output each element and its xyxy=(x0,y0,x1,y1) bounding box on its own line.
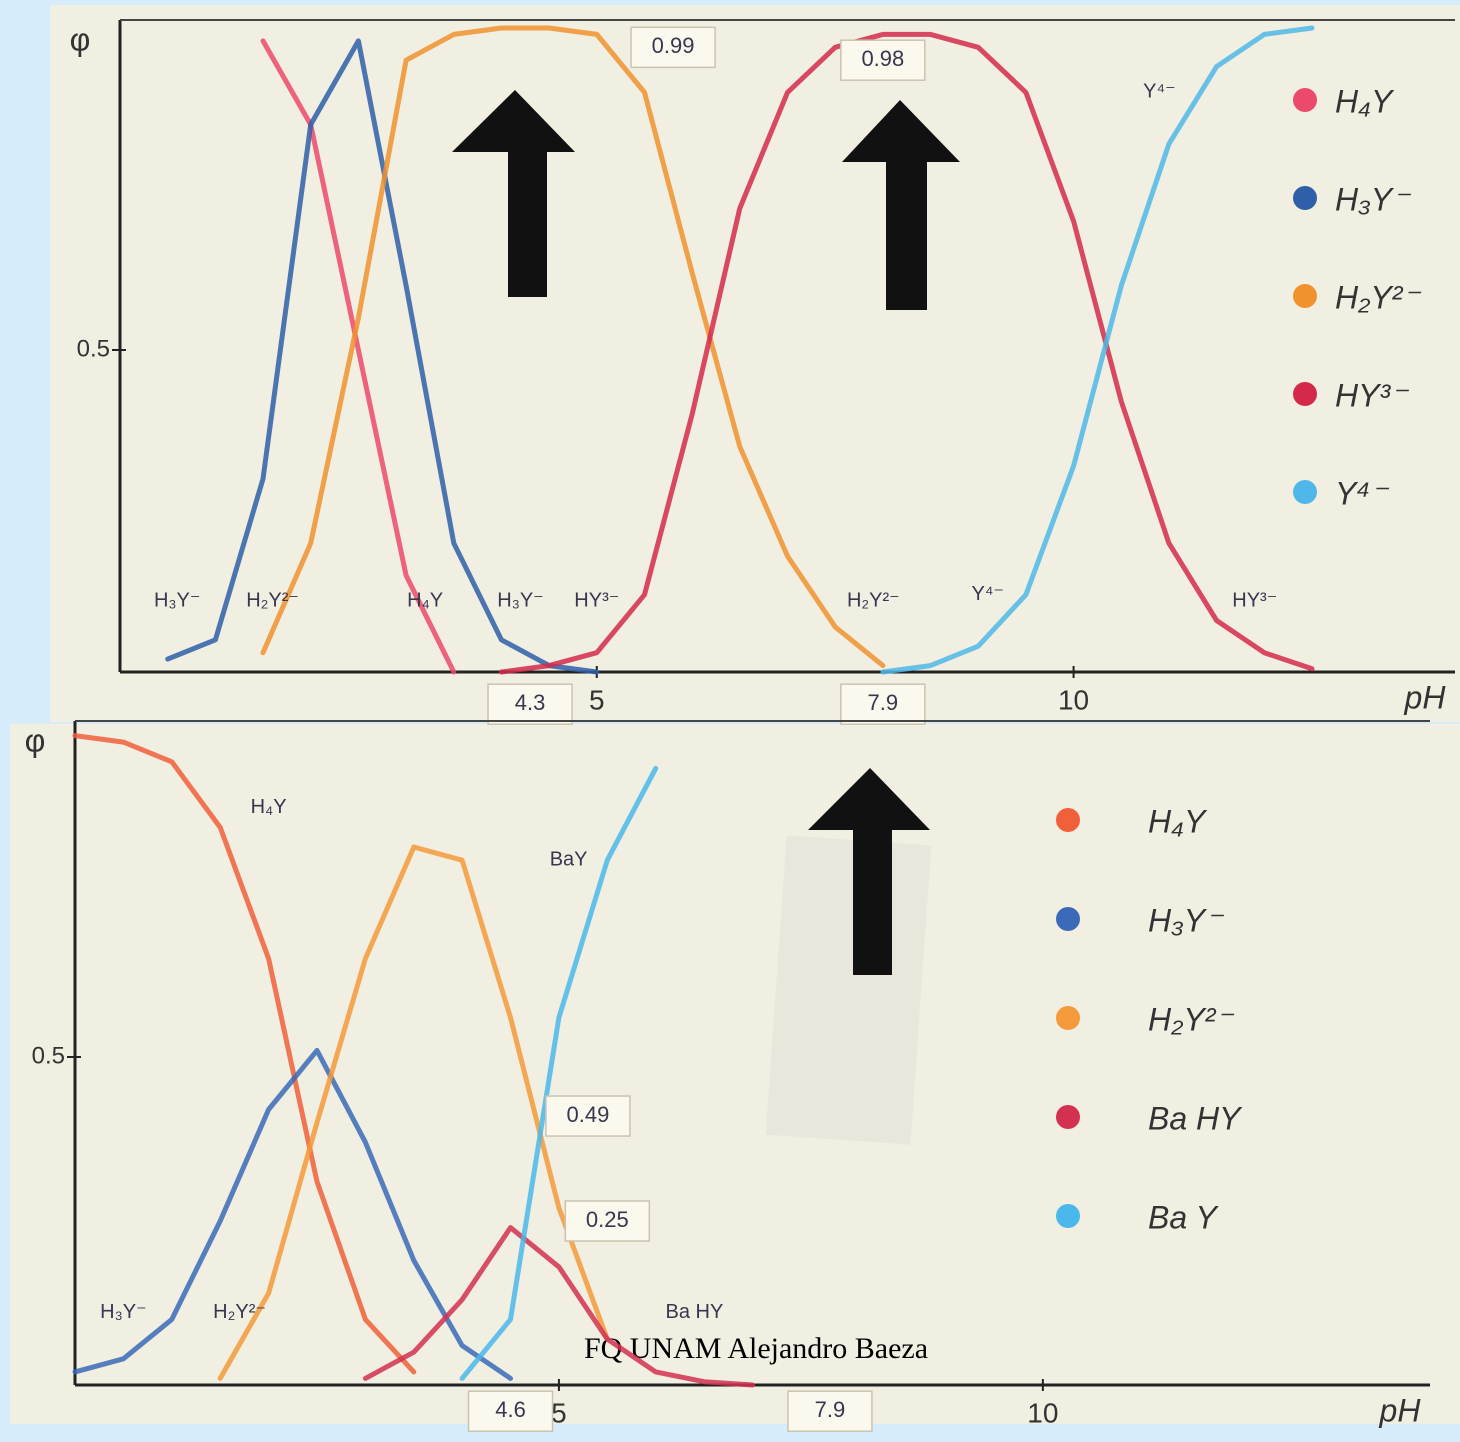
x-axis-label: pH xyxy=(1379,1392,1422,1428)
series-line xyxy=(498,31,1315,675)
annotation: 4.6 xyxy=(495,1397,526,1422)
legend-swatch xyxy=(1056,1204,1080,1228)
y-axis-label: φ xyxy=(25,722,46,758)
series-line xyxy=(260,25,886,669)
x-tick-label: 5 xyxy=(589,684,605,715)
legend-swatch xyxy=(1293,88,1317,112)
annotation: H₃Y⁻ xyxy=(100,1301,146,1323)
legend-swatch xyxy=(1056,1006,1080,1030)
legend-label: Ba Y xyxy=(1148,1199,1219,1235)
arrow xyxy=(842,100,960,310)
legend-swatch xyxy=(1056,907,1080,931)
annotation-box xyxy=(467,1390,554,1432)
arrow xyxy=(452,90,575,297)
annotation-box xyxy=(487,683,573,725)
annotation-box xyxy=(840,39,926,81)
series-line xyxy=(362,1225,755,1388)
y-tick-label: 0.5 xyxy=(32,1042,65,1069)
annotation: BaY xyxy=(550,848,588,870)
legend-label: HY³⁻ xyxy=(1335,377,1409,413)
annotation: 7.9 xyxy=(815,1397,846,1422)
annotation: 0.25 xyxy=(586,1207,629,1232)
legend-label: H₃Y⁻ xyxy=(1335,181,1411,217)
series-line xyxy=(72,733,417,1375)
annotation: H₂Y²⁻ xyxy=(213,1301,266,1323)
series-line xyxy=(72,1047,513,1381)
annotation: 0.99 xyxy=(652,33,695,58)
annotation-box xyxy=(564,1200,651,1242)
legend-label: Ba HY xyxy=(1148,1100,1243,1136)
annotation: H₂Y²⁻ xyxy=(246,589,299,611)
legend-label: H₄Y xyxy=(1335,83,1395,119)
annotation: Ba HY xyxy=(666,1301,724,1323)
series-line xyxy=(459,765,659,1381)
legend-swatch xyxy=(1056,1105,1080,1129)
legend-label: H₂Y²⁻ xyxy=(1335,279,1421,315)
series-line xyxy=(880,25,1315,675)
annotation-box xyxy=(545,1095,631,1137)
annotation: H₃Y⁻ xyxy=(497,589,543,611)
annotation: 7.9 xyxy=(868,690,899,715)
y-tick-label: 0.5 xyxy=(77,335,110,362)
annotation-box xyxy=(630,26,716,69)
annotation: HY³⁻ xyxy=(574,589,619,611)
paper-card xyxy=(50,5,1460,722)
tape xyxy=(765,835,932,1145)
series-line xyxy=(217,844,610,1381)
x-tick-label: 10 xyxy=(1027,1397,1058,1428)
legend-label: Y⁴⁻ xyxy=(1335,475,1389,511)
legend-swatch xyxy=(1056,808,1080,832)
legend-swatch xyxy=(1293,284,1317,308)
legend-label: H₂Y²⁻ xyxy=(1148,1001,1234,1037)
legend-swatch xyxy=(1293,186,1317,210)
arrow xyxy=(808,768,930,975)
annotation-box xyxy=(787,1390,873,1432)
annotation: H₂Y²⁻ xyxy=(847,589,900,611)
paper-card xyxy=(10,724,1460,1424)
annotation: Y⁴⁻ xyxy=(972,583,1005,605)
annotation: 0.49 xyxy=(567,1102,610,1127)
y-axis-label: φ xyxy=(70,21,91,57)
x-tick-label: 10 xyxy=(1058,684,1089,715)
x-axis-label: pH xyxy=(1404,679,1447,715)
annotation: H₄Y xyxy=(407,589,443,611)
annotation-box xyxy=(840,683,926,725)
annotation: 0.98 xyxy=(861,46,904,71)
legend-label: H₄Y xyxy=(1148,803,1208,839)
annotation: H₄Y xyxy=(251,796,287,818)
legend-swatch xyxy=(1293,480,1317,504)
legend-label: H₃Y⁻ xyxy=(1148,902,1224,938)
annotation: HY³⁻ xyxy=(1232,589,1277,611)
series-line xyxy=(260,38,457,675)
x-tick-label: 5 xyxy=(551,1397,567,1428)
legend-swatch xyxy=(1293,382,1317,406)
series-line xyxy=(165,38,600,675)
annotation: H₃Y⁻ xyxy=(154,589,200,611)
annotation: Y⁴⁻ xyxy=(1143,81,1176,103)
annotation: 4.3 xyxy=(515,690,546,715)
